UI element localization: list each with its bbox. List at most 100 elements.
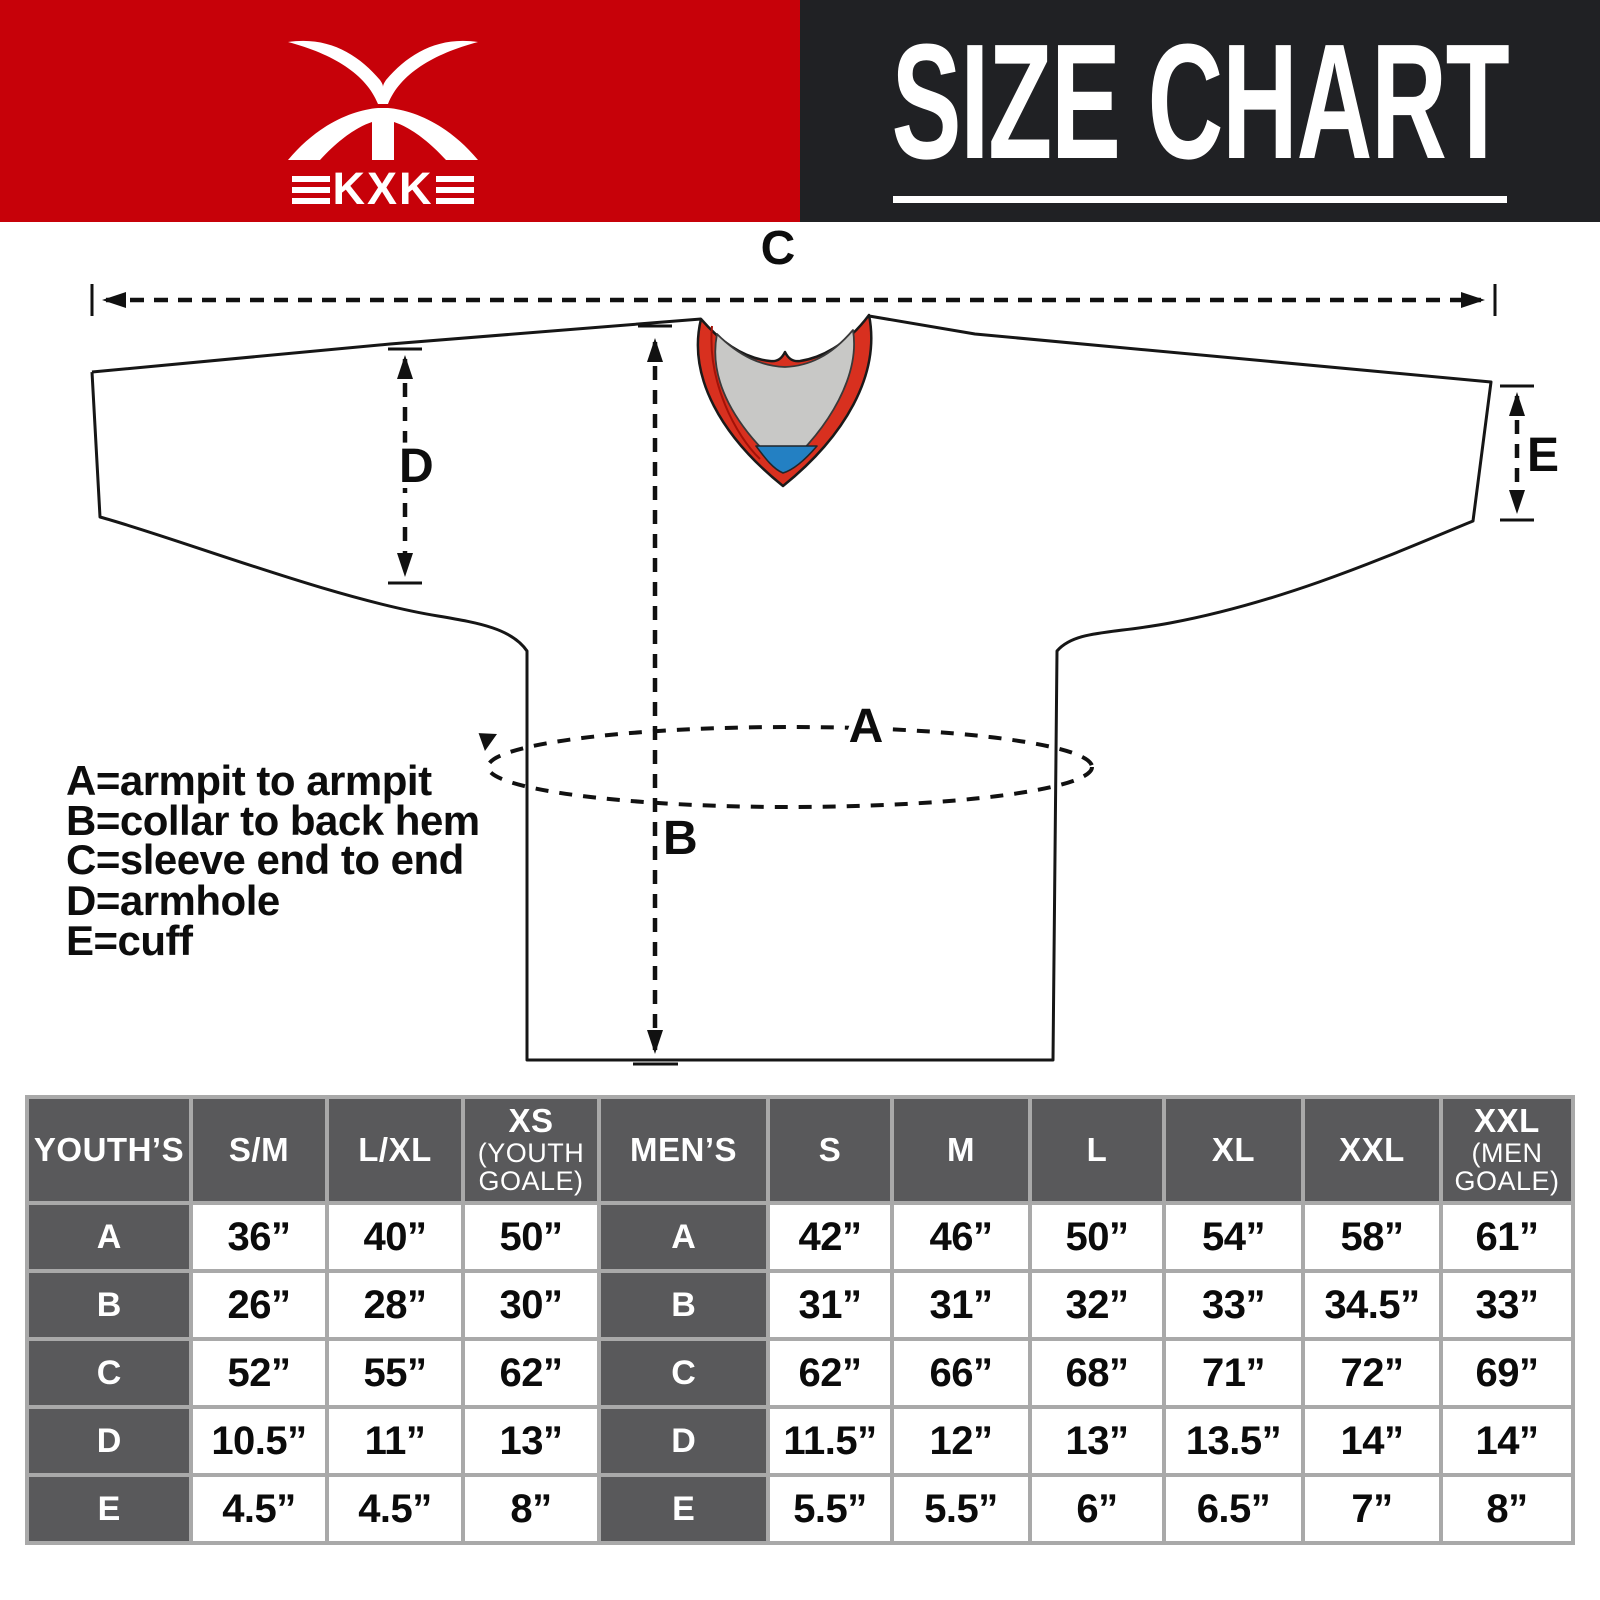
collar [696,313,873,488]
marker-a-label: A [849,700,884,753]
size-cell: 61” [1443,1205,1571,1269]
size-cell: 14” [1305,1409,1439,1473]
size-cell: 13” [465,1409,597,1473]
column-header-xxl-men-goale: XXL (MEN GOALE) [1443,1099,1571,1201]
collar-blue-insert [755,445,818,474]
size-cell: 50” [1032,1205,1162,1269]
size-cell: 11.5” [770,1409,890,1473]
size-cell: 4.5” [329,1477,461,1541]
legend-line-e: E=cuff [66,917,194,964]
size-cell: 58” [1305,1205,1439,1269]
column-header-xl: XL [1166,1099,1301,1201]
table-row-d: D 10.5” 11” 13” D 11.5” 12” 13” 13.5” 14… [29,1409,1571,1473]
table-row-c: C 52” 55” 62” C 62” 66” 68” 71” 72” 69” [29,1341,1571,1405]
row-label: B [29,1273,189,1337]
triple-bar-icon [436,176,474,204]
table-row-a: A 36” 40” 50” A 42” 46” 50” 54” 58” 61” [29,1205,1571,1269]
marker-d-label: D [399,440,434,493]
size-cell: 62” [465,1341,597,1405]
size-cell: 62” [770,1341,890,1405]
column-header-m: M [894,1099,1028,1201]
size-cell: 54” [1166,1205,1301,1269]
measure-a-arrowhead [478,733,497,752]
size-cell: 66” [894,1341,1028,1405]
size-cell: 6.5” [1166,1477,1301,1541]
collar-seam [710,325,761,460]
size-cell: 30” [465,1273,597,1337]
size-cell: 33” [1443,1273,1571,1337]
page-title: SIZE CHART [891,9,1510,193]
column-header-sub: GOALE) [1454,1166,1560,1197]
row-label: A [29,1205,189,1269]
size-cell: 6” [1032,1477,1162,1541]
size-table: YOUTH’S S/M L/XL XS (YOUTH GOALE) MEN’S … [25,1095,1575,1545]
header: KXK SIZE CHART [0,0,1600,222]
size-cell: 68” [1032,1341,1162,1405]
column-header-youths: YOUTH’S [29,1099,189,1201]
size-cell: 40” [329,1205,461,1269]
marker-b-label: B [663,812,698,865]
size-cell: 4.5” [193,1477,325,1541]
column-header-xxl: XXL [1305,1099,1439,1201]
legend-line-d: D=armhole [66,877,280,924]
column-header-sub: GOALE) [478,1166,584,1197]
measurement-legend: A=armpit to armpit B=collar to back hem … [66,757,480,964]
size-cell: 14” [1443,1409,1571,1473]
size-cell: 42” [770,1205,890,1269]
size-cell: 13.5” [1166,1409,1301,1473]
size-cell: 5.5” [770,1477,890,1541]
column-header-sm: S/M [193,1099,325,1201]
marker-e-label: E [1527,429,1559,482]
size-cell: 8” [465,1477,597,1541]
column-header-mens: MEN’S [601,1099,766,1201]
legend-line-c: C=sleeve end to end [66,836,464,883]
row-label: E [29,1477,189,1541]
table-row-b: B 26” 28” 30” B 31” 31” 32” 33” 34.5” 33… [29,1273,1571,1337]
row-label: E [601,1477,766,1541]
collar-inner-gray [714,329,855,470]
size-cell: 28” [329,1273,461,1337]
row-label: C [601,1341,766,1405]
brand-panel: KXK [0,0,800,222]
jersey-outline [90,314,1493,1062]
column-header-main: XS [508,1102,554,1140]
size-cell: 13” [1032,1409,1162,1473]
column-header-xs-youth-goale: XS (YOUTH GOALE) [465,1099,597,1201]
measurement-lines [90,284,1534,1066]
size-cell: 72” [1305,1341,1439,1405]
title-panel: SIZE CHART [800,0,1600,222]
size-cell: 55” [329,1341,461,1405]
measure-a-ellipse [486,725,1094,809]
size-cell: 36” [193,1205,325,1269]
row-label: D [29,1409,189,1473]
size-cell: 69” [1443,1341,1571,1405]
row-label: C [29,1341,189,1405]
triple-bar-icon [292,176,330,204]
logo-text: KXK [332,163,433,210]
column-header-sub: (MEN [1471,1137,1543,1168]
size-cell: 31” [894,1273,1028,1337]
size-cell: 10.5” [193,1409,325,1473]
size-cell: 8” [1443,1477,1571,1541]
column-header-main: XXL [1474,1102,1540,1140]
table-header-row: YOUTH’S S/M L/XL XS (YOUTH GOALE) MEN’S … [29,1099,1571,1201]
title-underline [893,195,1507,203]
size-cell: 31” [770,1273,890,1337]
logo-x-top-icon [288,40,478,104]
table-row-e: E 4.5” 4.5” 8” E 5.5” 5.5” 6” 6.5” 7” 8” [29,1477,1571,1541]
row-label: B [601,1273,766,1337]
column-header-lxl: L/XL [329,1099,461,1201]
size-cell: 46” [894,1205,1028,1269]
size-cell: 52” [193,1341,325,1405]
size-cell: 7” [1305,1477,1439,1541]
row-label: A [601,1205,766,1269]
row-label: D [601,1409,766,1473]
size-cell: 26” [193,1273,325,1337]
size-cell: 11” [329,1409,461,1473]
logo-arch-icon [288,108,478,160]
legend-line-a: A=armpit to armpit [66,757,432,804]
kxk-logo: KXK [288,40,478,210]
size-cell: 32” [1032,1273,1162,1337]
size-cell: 5.5” [894,1477,1028,1541]
size-cell: 12” [894,1409,1028,1473]
